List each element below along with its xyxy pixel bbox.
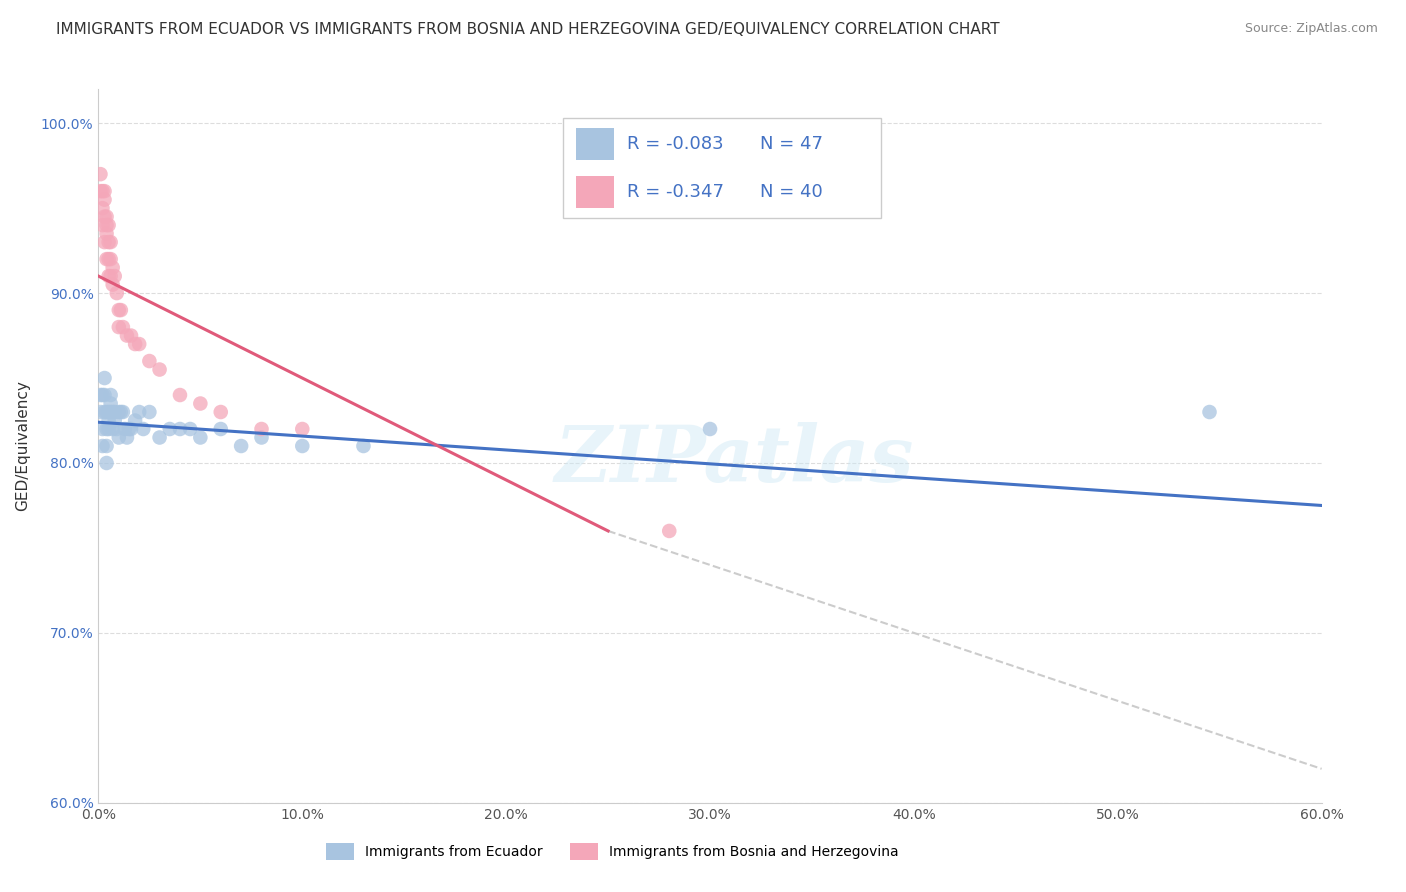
Point — [188, 396, 212, 410]
Point — [124, 413, 146, 427]
Point — [100, 405, 122, 419]
Point — [250, 422, 273, 436]
Point — [169, 422, 191, 436]
Point — [1198, 405, 1220, 419]
Point — [89, 167, 111, 181]
Point — [658, 524, 681, 538]
Point — [96, 227, 118, 241]
Point — [97, 252, 120, 266]
Point — [101, 260, 124, 275]
Point — [104, 405, 127, 419]
Point — [101, 405, 124, 419]
Point — [159, 422, 181, 436]
Point — [291, 422, 314, 436]
Point — [105, 422, 128, 436]
Point — [118, 422, 141, 436]
Point — [111, 320, 134, 334]
Point — [101, 422, 124, 436]
Point — [91, 439, 114, 453]
Point — [97, 269, 120, 284]
Point — [209, 422, 232, 436]
Point — [93, 193, 115, 207]
Point — [97, 413, 120, 427]
Point — [108, 320, 131, 334]
Point — [91, 184, 114, 198]
Point — [124, 337, 146, 351]
Point — [96, 252, 118, 266]
Point — [138, 405, 160, 419]
Point — [128, 337, 150, 351]
Point — [93, 210, 115, 224]
Point — [97, 218, 120, 232]
Point — [100, 388, 122, 402]
Point — [110, 405, 132, 419]
Point — [108, 430, 131, 444]
Point — [91, 422, 114, 436]
Y-axis label: GED/Equivalency: GED/Equivalency — [15, 381, 30, 511]
Point — [132, 422, 155, 436]
Point — [97, 235, 120, 249]
Point — [114, 422, 136, 436]
Point — [93, 405, 115, 419]
Point — [97, 405, 120, 419]
Point — [115, 430, 138, 444]
Point — [250, 430, 273, 444]
Point — [96, 422, 118, 436]
Point — [97, 422, 120, 436]
Point — [93, 388, 115, 402]
Point — [89, 184, 111, 198]
Point — [101, 277, 124, 292]
Point — [100, 396, 122, 410]
Point — [91, 218, 114, 232]
Point — [231, 439, 253, 453]
Text: Source: ZipAtlas.com: Source: ZipAtlas.com — [1244, 22, 1378, 36]
Point — [89, 405, 111, 419]
Point — [96, 405, 118, 419]
Point — [93, 235, 115, 249]
Point — [188, 430, 212, 444]
Point — [91, 201, 114, 215]
Point — [209, 405, 232, 419]
Point — [108, 303, 131, 318]
Point — [120, 422, 142, 436]
Point — [110, 303, 132, 318]
Point — [149, 430, 172, 444]
Point — [291, 439, 314, 453]
Point — [108, 405, 131, 419]
Point — [169, 388, 191, 402]
Point — [115, 328, 138, 343]
Point — [89, 388, 111, 402]
Text: ZIPatlas: ZIPatlas — [555, 422, 914, 499]
Point — [138, 354, 160, 368]
Text: IMMIGRANTS FROM ECUADOR VS IMMIGRANTS FROM BOSNIA AND HERZEGOVINA GED/EQUIVALENC: IMMIGRANTS FROM ECUADOR VS IMMIGRANTS FR… — [56, 22, 1000, 37]
Point — [111, 405, 134, 419]
Point — [100, 269, 122, 284]
Point — [96, 210, 118, 224]
Point — [100, 235, 122, 249]
Point — [104, 413, 127, 427]
Point — [179, 422, 201, 436]
Point — [352, 439, 374, 453]
Point — [91, 388, 114, 402]
Point — [104, 269, 127, 284]
Point — [93, 371, 115, 385]
Point — [128, 405, 150, 419]
Legend: Immigrants from Ecuador, Immigrants from Bosnia and Herzegovina: Immigrants from Ecuador, Immigrants from… — [326, 843, 898, 860]
Point — [96, 439, 118, 453]
Point — [96, 218, 118, 232]
Point — [149, 362, 172, 376]
Point — [93, 184, 115, 198]
Point — [96, 456, 118, 470]
Point — [105, 286, 128, 301]
Point — [120, 328, 142, 343]
Point — [100, 252, 122, 266]
Point — [699, 422, 721, 436]
